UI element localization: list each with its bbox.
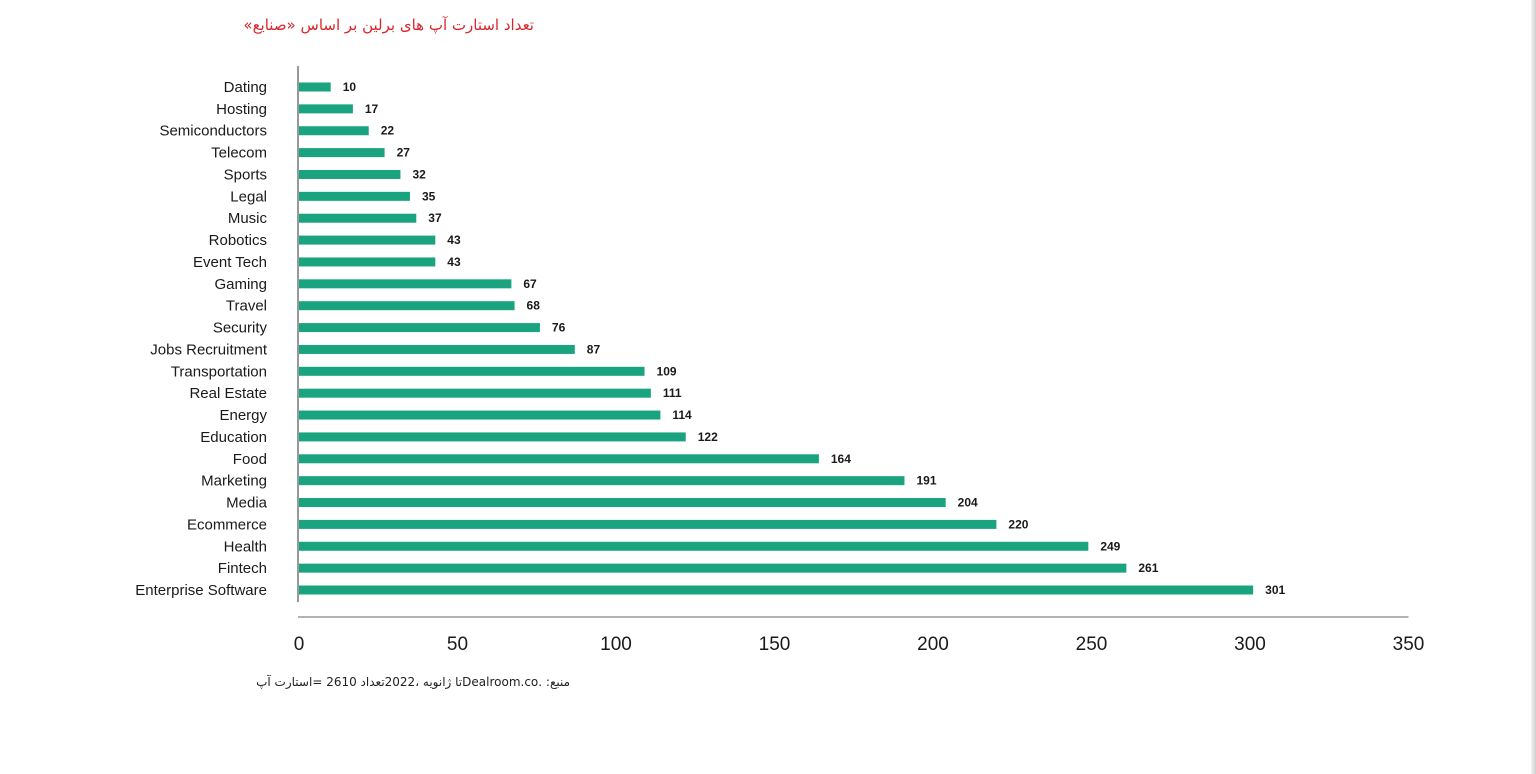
value-label: 17 bbox=[365, 102, 379, 116]
x-tick-label: 100 bbox=[600, 634, 632, 655]
category-label: Legal bbox=[230, 188, 267, 205]
value-label: 10 bbox=[343, 80, 357, 94]
bar bbox=[299, 519, 997, 529]
bar bbox=[299, 301, 515, 311]
value-label: 114 bbox=[672, 408, 692, 422]
value-label: 43 bbox=[447, 255, 461, 269]
category-label: Dating bbox=[224, 79, 267, 96]
bar bbox=[299, 410, 661, 420]
x-tick-label: 0 bbox=[294, 634, 305, 655]
category-label: Music bbox=[228, 210, 268, 227]
category-label: Ecommerce bbox=[187, 516, 267, 533]
bar bbox=[299, 432, 686, 442]
value-label: 35 bbox=[422, 189, 436, 203]
value-label: 261 bbox=[1138, 561, 1158, 575]
bar bbox=[299, 235, 436, 245]
bar bbox=[299, 82, 331, 92]
category-label: Event Tech bbox=[193, 254, 267, 271]
category-label: Transportation bbox=[171, 363, 267, 380]
bar bbox=[299, 366, 645, 376]
value-label: 37 bbox=[428, 211, 442, 225]
category-label: Fintech bbox=[218, 560, 267, 577]
bar bbox=[299, 148, 385, 158]
category-label: Jobs Recruitment bbox=[150, 341, 268, 358]
bar bbox=[299, 257, 436, 267]
x-tick-label: 200 bbox=[917, 634, 949, 655]
chart-title: تعداد استارت آپ های برلین بر اساس «صنایع… bbox=[243, 16, 534, 34]
category-label: Energy bbox=[219, 407, 267, 424]
value-label: 76 bbox=[552, 321, 566, 335]
category-label: Sports bbox=[224, 166, 267, 183]
value-label: 22 bbox=[381, 124, 395, 138]
value-label: 301 bbox=[1265, 583, 1285, 597]
category-label: Food bbox=[233, 451, 267, 468]
x-tick-label: 150 bbox=[759, 634, 791, 655]
bar bbox=[299, 454, 819, 464]
value-label: 249 bbox=[1100, 539, 1120, 553]
category-label: Real Estate bbox=[189, 385, 267, 402]
x-tick-label: 300 bbox=[1234, 634, 1266, 655]
category-label: Media bbox=[226, 495, 268, 512]
value-label: 220 bbox=[1008, 517, 1028, 531]
bar bbox=[299, 191, 410, 201]
value-label: 204 bbox=[958, 496, 978, 510]
page-edge-shadow bbox=[1531, 0, 1536, 774]
x-tick-label: 50 bbox=[447, 634, 468, 655]
bar bbox=[299, 279, 512, 289]
value-label: 122 bbox=[698, 430, 718, 444]
category-label: Semiconductors bbox=[159, 123, 267, 140]
x-tick-label: 250 bbox=[1076, 634, 1108, 655]
bar bbox=[299, 563, 1127, 573]
x-tick-label: 350 bbox=[1393, 634, 1425, 655]
category-label: Education bbox=[200, 429, 267, 446]
value-label: 111 bbox=[663, 386, 682, 400]
category-label: Enterprise Software bbox=[135, 582, 267, 599]
value-label: 27 bbox=[397, 146, 411, 160]
bar bbox=[299, 476, 905, 486]
value-label: 109 bbox=[657, 364, 677, 378]
source-note: منبع: .Dealroom.coتا ژانویه ،2022تعداد 2… bbox=[256, 675, 570, 689]
category-label: Health bbox=[224, 538, 267, 555]
value-label: 87 bbox=[587, 342, 601, 356]
category-label: Robotics bbox=[209, 232, 267, 249]
category-label: Travel bbox=[226, 298, 267, 315]
value-label: 67 bbox=[523, 277, 537, 291]
bar bbox=[299, 541, 1089, 551]
value-label: 43 bbox=[447, 233, 461, 247]
value-label: 191 bbox=[916, 474, 936, 488]
bar bbox=[299, 585, 1254, 595]
value-label: 164 bbox=[831, 452, 851, 466]
category-label: Telecom bbox=[211, 145, 267, 162]
bar bbox=[299, 126, 369, 136]
bar bbox=[299, 213, 417, 223]
value-label: 32 bbox=[412, 167, 426, 181]
value-label: 68 bbox=[527, 299, 541, 313]
category-label: Hosting bbox=[216, 101, 267, 118]
bar bbox=[299, 498, 946, 508]
category-label: Security bbox=[213, 320, 268, 337]
bar bbox=[299, 388, 651, 398]
category-label: Gaming bbox=[214, 276, 267, 293]
bar bbox=[299, 344, 575, 354]
category-label: Marketing bbox=[201, 473, 267, 490]
bar bbox=[299, 323, 540, 333]
bar bbox=[299, 104, 353, 114]
bar bbox=[299, 169, 401, 179]
